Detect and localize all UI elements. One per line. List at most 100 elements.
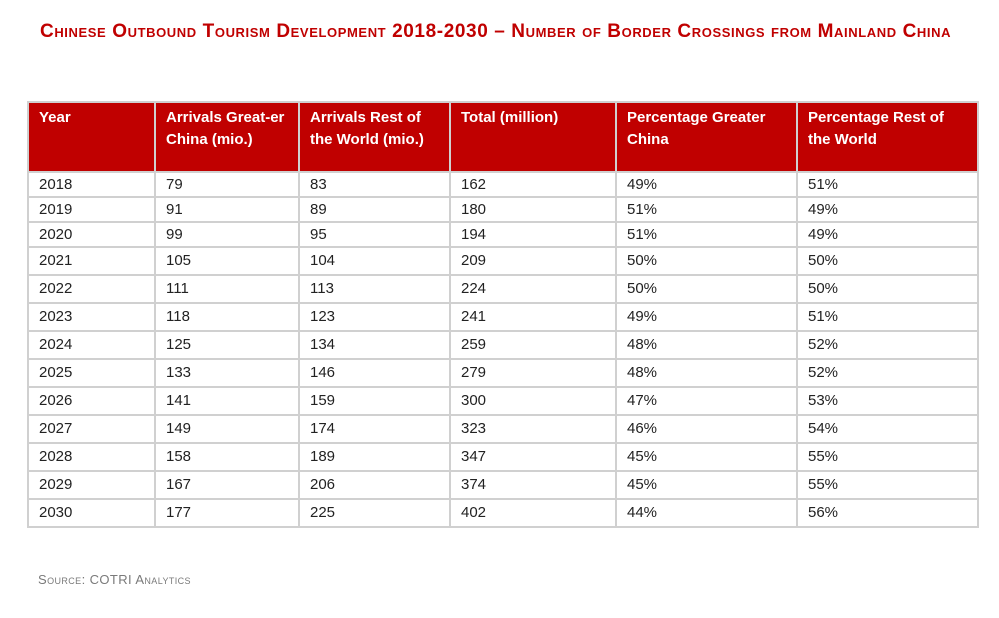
percentage-greater-china-cell: 46%	[615, 414, 798, 444]
total-cell: 194	[449, 221, 617, 248]
percentage-rest-of-world-cell: 54%	[796, 414, 979, 444]
arrivals-greater-china-cell: 91	[154, 196, 300, 223]
year-cell: 2029	[27, 470, 156, 500]
percentage-rest-of-world-cell: 49%	[796, 196, 979, 223]
arrivals-greater-china-cell: 133	[154, 358, 300, 388]
arrivals-rest-of-world-cell: 89	[298, 196, 451, 223]
arrivals-rest-of-world-cell: 174	[298, 414, 451, 444]
percentage-rest-of-world-cell: 55%	[796, 442, 979, 472]
year-cell: 2024	[27, 330, 156, 360]
percentage-rest-of-world-cell: 50%	[796, 246, 979, 276]
table-row: 2030 177 225 402 44% 56%	[27, 498, 979, 528]
percentage-greater-china-cell: 44%	[615, 498, 798, 528]
total-cell: 402	[449, 498, 617, 528]
percentage-rest-of-world-cell: 51%	[796, 302, 979, 332]
arrivals-rest-of-world-cell: 146	[298, 358, 451, 388]
percentage-greater-china-cell: 48%	[615, 358, 798, 388]
arrivals-greater-china-cell: 125	[154, 330, 300, 360]
arrivals-rest-of-world-cell: 95	[298, 221, 451, 248]
arrivals-greater-china-cell: 149	[154, 414, 300, 444]
total-cell: 209	[449, 246, 617, 276]
header-arrivals-greater-china: Arrivals Great-er China (mio.)	[154, 101, 300, 173]
arrivals-greater-china-cell: 167	[154, 470, 300, 500]
percentage-rest-of-world-cell: 49%	[796, 221, 979, 248]
total-cell: 180	[449, 196, 617, 223]
arrivals-greater-china-cell: 99	[154, 221, 300, 248]
arrivals-rest-of-world-cell: 159	[298, 386, 451, 416]
year-cell: 2028	[27, 442, 156, 472]
year-cell: 2027	[27, 414, 156, 444]
percentage-rest-of-world-cell: 51%	[796, 171, 979, 198]
percentage-greater-china-cell: 51%	[615, 221, 798, 248]
table-header-row: Year Arrivals Great-er China (mio.) Arri…	[27, 101, 979, 173]
percentage-greater-china-cell: 45%	[615, 470, 798, 500]
header-arrivals-rest-of-world: Arrivals Rest of the World (mio.)	[298, 101, 451, 173]
year-cell: 2025	[27, 358, 156, 388]
source-note: Source: COTRI Analytics	[38, 572, 191, 587]
total-cell: 374	[449, 470, 617, 500]
arrivals-rest-of-world-cell: 113	[298, 274, 451, 304]
table-row: 2019 91 89 180 51% 49%	[27, 196, 979, 223]
header-percentage-rest-of-world: Percentage Rest of the World	[796, 101, 979, 173]
tourism-data-table: Year Arrivals Great-er China (mio.) Arri…	[27, 101, 979, 528]
arrivals-rest-of-world-cell: 206	[298, 470, 451, 500]
table-row: 2024 125 134 259 48% 52%	[27, 330, 979, 360]
arrivals-greater-china-cell: 118	[154, 302, 300, 332]
percentage-greater-china-cell: 50%	[615, 274, 798, 304]
arrivals-greater-china-cell: 177	[154, 498, 300, 528]
table-row: 2021 105 104 209 50% 50%	[27, 246, 979, 276]
total-cell: 347	[449, 442, 617, 472]
arrivals-greater-china-cell: 105	[154, 246, 300, 276]
arrivals-rest-of-world-cell: 189	[298, 442, 451, 472]
percentage-rest-of-world-cell: 53%	[796, 386, 979, 416]
year-cell: 2019	[27, 196, 156, 223]
header-percentage-greater-china: Percentage Greater China	[615, 101, 798, 173]
percentage-greater-china-cell: 45%	[615, 442, 798, 472]
header-total: Total (million)	[449, 101, 617, 173]
table-row: 2028 158 189 347 45% 55%	[27, 442, 979, 472]
arrivals-greater-china-cell: 141	[154, 386, 300, 416]
table-row: 2023 118 123 241 49% 51%	[27, 302, 979, 332]
table-row: 2022 111 113 224 50% 50%	[27, 274, 979, 304]
total-cell: 300	[449, 386, 617, 416]
year-cell: 2021	[27, 246, 156, 276]
table-row: 2027 149 174 323 46% 54%	[27, 414, 979, 444]
arrivals-rest-of-world-cell: 104	[298, 246, 451, 276]
year-cell: 2018	[27, 171, 156, 198]
page-title: Chinese Outbound Tourism Development 201…	[40, 21, 952, 42]
percentage-greater-china-cell: 50%	[615, 246, 798, 276]
percentage-rest-of-world-cell: 55%	[796, 470, 979, 500]
header-year: Year	[27, 101, 156, 173]
table-row: 2026 141 159 300 47% 53%	[27, 386, 979, 416]
table-row: 2018 79 83 162 49% 51%	[27, 171, 979, 198]
percentage-greater-china-cell: 51%	[615, 196, 798, 223]
arrivals-rest-of-world-cell: 225	[298, 498, 451, 528]
table-row: 2029 167 206 374 45% 55%	[27, 470, 979, 500]
percentage-rest-of-world-cell: 50%	[796, 274, 979, 304]
arrivals-rest-of-world-cell: 123	[298, 302, 451, 332]
year-cell: 2026	[27, 386, 156, 416]
arrivals-greater-china-cell: 158	[154, 442, 300, 472]
percentage-greater-china-cell: 49%	[615, 171, 798, 198]
year-cell: 2030	[27, 498, 156, 528]
total-cell: 323	[449, 414, 617, 444]
total-cell: 224	[449, 274, 617, 304]
total-cell: 241	[449, 302, 617, 332]
percentage-rest-of-world-cell: 56%	[796, 498, 979, 528]
arrivals-rest-of-world-cell: 134	[298, 330, 451, 360]
year-cell: 2023	[27, 302, 156, 332]
percentage-greater-china-cell: 48%	[615, 330, 798, 360]
arrivals-greater-china-cell: 111	[154, 274, 300, 304]
total-cell: 279	[449, 358, 617, 388]
percentage-greater-china-cell: 49%	[615, 302, 798, 332]
arrivals-rest-of-world-cell: 83	[298, 171, 451, 198]
year-cell: 2022	[27, 274, 156, 304]
total-cell: 259	[449, 330, 617, 360]
arrivals-greater-china-cell: 79	[154, 171, 300, 198]
table-row: 2020 99 95 194 51% 49%	[27, 221, 979, 248]
total-cell: 162	[449, 171, 617, 198]
percentage-greater-china-cell: 47%	[615, 386, 798, 416]
percentage-rest-of-world-cell: 52%	[796, 358, 979, 388]
table-row: 2025 133 146 279 48% 52%	[27, 358, 979, 388]
percentage-rest-of-world-cell: 52%	[796, 330, 979, 360]
